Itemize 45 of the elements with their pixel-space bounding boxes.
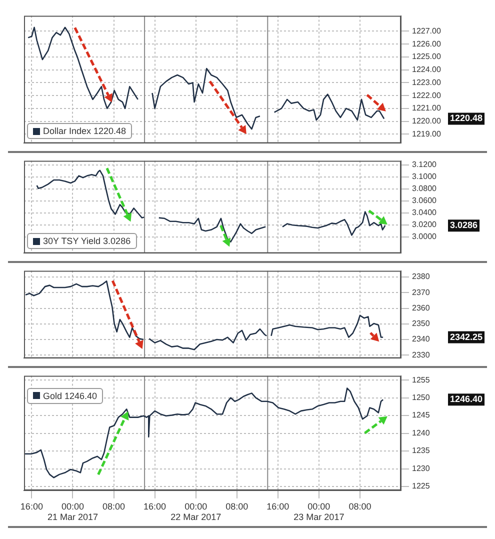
y-tick-label: 2330	[412, 350, 430, 360]
y-tick-label: 3.0600	[412, 196, 438, 206]
y-tick-label: 1240	[412, 428, 430, 438]
x-tick-label: 00:00 22 Mar 2017	[170, 501, 222, 522]
legend-label: 30Y TSY Yield 3.0286	[43, 236, 131, 246]
y-tick-label: 1255	[412, 375, 430, 384]
y-tick-label: 1225	[412, 482, 430, 491]
legend-label: Gold 1246.40	[43, 390, 98, 401]
y-tick-label: 1230	[412, 464, 430, 473]
y-tick-label: 1250	[412, 393, 430, 402]
y-tick-label: 3.0000	[412, 232, 438, 242]
x-tick-label: 08:00	[348, 501, 372, 512]
x-tick-label: 08:00	[102, 501, 126, 512]
y-tick-label: 1224.00	[412, 65, 442, 74]
y-tick-label: 1235	[412, 446, 430, 456]
y-tick-label: 3.0400	[412, 208, 438, 218]
text: 3.0286	[450, 220, 478, 230]
y-tick-label: 1219.00	[412, 129, 442, 138]
y-tick-label: 3.1000	[412, 172, 438, 182]
y-tick-label: 1220.00	[412, 116, 442, 126]
legend-label: Dollar Index 1220.48	[43, 126, 126, 136]
x-tick-label: 00:00 23 Mar 2017	[294, 501, 344, 522]
y-tick-label: 2370	[412, 288, 430, 297]
x-tick-label: 08:00	[226, 501, 248, 512]
y-tick-label: 1245	[412, 410, 430, 420]
x-tick-label: 16:00	[266, 501, 290, 512]
y-tick-label: 1226.00	[412, 39, 442, 48]
y-tick-label: 2360	[412, 303, 430, 312]
y-tick-label: 2380	[412, 272, 430, 282]
text: 1220.48	[450, 113, 483, 124]
y-tick-label: 3.1200	[412, 160, 438, 170]
y-tick-label: 1221.00	[412, 104, 442, 113]
y-tick-label: 1222.00	[412, 90, 442, 100]
y-tick-label: 2350	[412, 319, 430, 328]
y-tick-label: 1225.00	[412, 52, 442, 62]
x-tick-label: 16:00	[20, 501, 43, 512]
y-tick-label: 1223.00	[412, 78, 442, 87]
y-tick-label: 1227.00	[412, 26, 442, 36]
x-tick-label: 00:00 21 Mar 2017	[47, 501, 98, 522]
text: 1246.40	[450, 394, 483, 404]
x-tick-label: 16:00	[144, 501, 166, 512]
text: 2342.25	[450, 332, 483, 342]
y-tick-label: 3.0800	[412, 184, 438, 194]
y-tick-label: 3.0200	[412, 220, 438, 230]
y-tick-label: 2340	[412, 334, 430, 344]
